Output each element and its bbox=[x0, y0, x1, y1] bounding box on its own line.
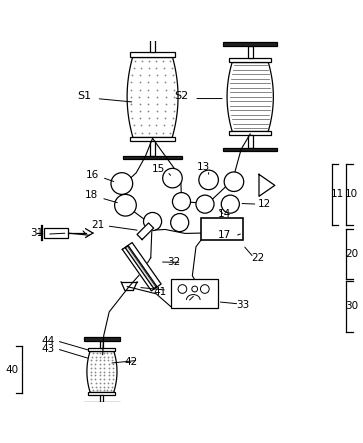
Text: 22: 22 bbox=[251, 253, 264, 264]
Bar bbox=[171, 279, 218, 308]
Bar bbox=[229, 131, 271, 135]
Text: 30: 30 bbox=[345, 302, 358, 311]
Text: S2: S2 bbox=[174, 91, 189, 101]
Circle shape bbox=[163, 168, 182, 188]
Circle shape bbox=[143, 213, 162, 230]
Bar bbox=[150, 38, 155, 52]
Text: 20: 20 bbox=[345, 249, 358, 259]
Polygon shape bbox=[125, 245, 157, 288]
Circle shape bbox=[171, 214, 189, 232]
Text: 42: 42 bbox=[124, 357, 138, 367]
Text: 13: 13 bbox=[197, 162, 210, 172]
Bar bbox=[223, 42, 277, 46]
Bar bbox=[130, 136, 175, 141]
Circle shape bbox=[224, 172, 244, 191]
Circle shape bbox=[221, 195, 239, 213]
Circle shape bbox=[196, 195, 214, 213]
Bar bbox=[248, 135, 253, 148]
Bar bbox=[123, 34, 182, 38]
Circle shape bbox=[172, 193, 191, 211]
Bar bbox=[223, 148, 277, 151]
Polygon shape bbox=[87, 351, 117, 392]
Text: S1: S1 bbox=[77, 91, 91, 101]
Text: 14: 14 bbox=[217, 209, 231, 219]
Bar bbox=[229, 58, 271, 62]
Bar bbox=[84, 337, 119, 341]
Text: 44: 44 bbox=[41, 336, 54, 346]
Text: 11: 11 bbox=[330, 189, 344, 199]
Text: 33: 33 bbox=[236, 300, 250, 311]
Bar bbox=[89, 348, 115, 351]
Circle shape bbox=[199, 170, 219, 190]
Polygon shape bbox=[122, 243, 161, 291]
Text: 40: 40 bbox=[5, 365, 18, 375]
Text: 41: 41 bbox=[153, 287, 166, 297]
Text: 12: 12 bbox=[258, 199, 271, 209]
Circle shape bbox=[178, 285, 187, 293]
Text: 15: 15 bbox=[151, 164, 164, 174]
Polygon shape bbox=[137, 223, 154, 240]
Text: 21: 21 bbox=[92, 220, 105, 230]
Polygon shape bbox=[127, 57, 178, 136]
Text: 17: 17 bbox=[218, 230, 232, 240]
Bar bbox=[101, 395, 103, 402]
Circle shape bbox=[115, 194, 136, 216]
Bar bbox=[84, 402, 119, 406]
Text: 16: 16 bbox=[86, 170, 99, 180]
Text: 43: 43 bbox=[41, 344, 54, 354]
Polygon shape bbox=[259, 175, 275, 196]
Circle shape bbox=[200, 285, 209, 293]
Circle shape bbox=[111, 173, 133, 194]
Bar bbox=[89, 392, 115, 395]
Circle shape bbox=[192, 286, 197, 292]
Bar bbox=[150, 141, 155, 155]
Polygon shape bbox=[227, 62, 273, 131]
Bar bbox=[201, 218, 243, 240]
Bar bbox=[248, 46, 253, 58]
Text: 10: 10 bbox=[345, 189, 358, 199]
Text: 32: 32 bbox=[168, 257, 181, 267]
Bar bbox=[123, 155, 182, 159]
Bar bbox=[101, 341, 103, 348]
Bar bbox=[44, 228, 68, 238]
Text: 18: 18 bbox=[85, 190, 98, 201]
Bar bbox=[130, 52, 175, 57]
Text: 31: 31 bbox=[30, 228, 44, 238]
